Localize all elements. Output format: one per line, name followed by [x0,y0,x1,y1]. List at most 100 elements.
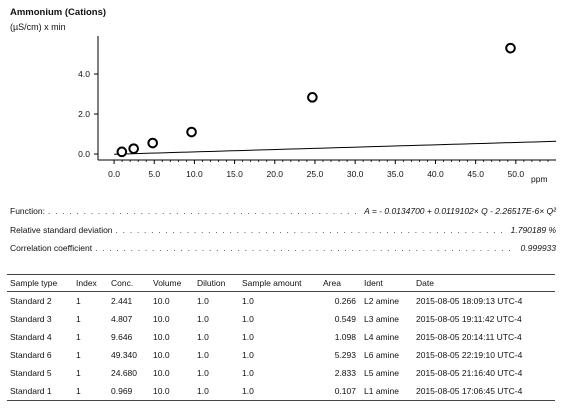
x-tick-label: 5.0 [148,169,160,179]
date-cell: 2015-08-05 17:06:45 UTC-4 [413,382,555,401]
column-header: Date [413,274,555,292]
rsd-value: 1.790189 % [510,225,556,235]
results-table: Sample type Index Conc. Volume Dilution … [7,274,555,401]
sample-type-cell: Standard 5 [10,368,52,378]
sample-amount-cell: 1.0 [242,314,254,324]
data-point [116,146,128,158]
table-row: Standard 5 1 24.680 10.0 1.0 1.0 2.833 L… [7,364,555,382]
x-axis-label: ppm [531,174,548,184]
x-tick-label: 30.0 [347,169,364,179]
sample-amount-cell: 1.0 [242,296,254,306]
function-value: A = - 0.0134700 + 0.0119102× Q - 2.26517… [364,206,556,216]
column-header: Sample amount [239,274,320,292]
sample-amount-cell: 1.0 [242,350,254,360]
ident-cell: L6 amine [364,350,399,360]
x-tick-label: 20.0 [266,169,283,179]
rsd-label: Relative standard deviation [10,225,113,235]
sample-type-cell: Standard 4 [10,332,52,342]
volume-cell: 10.0 [153,296,170,306]
leader-dots: . . . . . . . . . . . . . . . . . . . . … [95,243,514,253]
dilution-cell: 1.0 [197,332,209,342]
y-tick-labels: 0.0 2.0 4.0 [78,69,90,159]
leader-dots: . . . . . . . . . . . . . . . . . . . . … [47,206,358,216]
x-tick-label: 45.0 [467,169,484,179]
fit-curve [114,140,557,155]
correlation-value: 0.999933 [520,243,556,253]
sample-amount-cell: 1.0 [239,382,320,401]
conc-cell: 49.340 [111,350,137,360]
x-tick-marks [113,160,549,164]
volume-cell: 10.0 [153,314,170,324]
conc-cell: 0.969 [108,382,150,401]
data-point [186,126,197,138]
conc-cell: 9.646 [111,332,133,342]
table-row: Standard 6 1 49.340 10.0 1.0 1.0 5.293 L… [7,346,555,364]
data-point [505,42,516,54]
column-header: Index [73,274,108,292]
column-header: Dilution [194,274,239,292]
ident-cell: L2 amine [364,296,399,306]
volume-cell: 10.0 [153,368,170,378]
date-cell: 2015-08-05 19:11:42 UTC-4 [416,314,522,324]
y-tick-label: 4.0 [78,69,90,79]
data-point [147,137,158,149]
rsd-row: Relative standard deviation . . . . . . … [10,223,556,237]
sample-type-cell: Standard 3 [10,314,52,324]
column-header: Conc. [108,274,150,292]
x-tick-label: 35.0 [387,169,404,179]
x-tick-label: 0.0 [108,169,120,179]
table-row: Standard 3 1 4.807 10.0 1.0 1.0 0.549 L3… [7,310,555,328]
x-tick-label: 25.0 [307,169,324,179]
x-tick-label: 10.0 [186,169,203,179]
x-tick-label: 15.0 [226,169,243,179]
ident-cell: L3 amine [364,314,399,324]
chart-title: Ammonium (Cations) [10,7,106,18]
function-label: Function: [10,206,45,216]
dilution-cell: 1.0 [197,314,209,324]
x-tick-label: 40.0 [427,169,444,179]
conc-cell: 2.441 [111,296,133,306]
date-cell: 2015-08-05 21:16:40 UTC-4 [416,368,523,378]
data-point [307,92,318,103]
data-points [116,42,516,158]
data-point [128,143,139,154]
x-tick-labels: 0.0 5.0 10.0 15.0 20.0 25.0 30.0 35.0 40.0 45.0 50… [108,169,524,179]
index-cell: 1 [73,382,108,401]
table-row: Standard 1 1 0.969 10.0 1.0 1.0 0.107 L1… [7,382,555,401]
dilution-cell: 1.0 [197,296,209,306]
dilution-cell: 1.0 [197,368,209,378]
volume-cell: 10.0 [150,382,194,401]
area-cell: 0.107 [320,382,361,401]
sample-amount-cell: 1.0 [242,368,254,378]
sample-type-cell: Standard 2 [10,296,52,306]
ident-cell: L1 amine [361,382,413,401]
date-cell: 2015-08-05 20:14:11 UTC-4 [416,332,522,342]
sample-amount-cell: 1.0 [242,332,254,342]
date-cell: 2015-08-05 18:09:13 UTC-4 [416,296,523,306]
date-cell: 2015-08-05 22:19:10 UTC-4 [416,350,523,360]
correlation-row: Correlation coefficient . . . . . . . . … [10,241,556,255]
dilution-cell: 1.0 [194,382,239,401]
index-cell: 1 [76,350,81,360]
column-header: Area [320,274,361,292]
calibration-chart: Ammonium (Cations) (µS/cm) x min 0.0 2.0 4… [10,7,557,184]
conc-cell: 24.680 [111,368,137,378]
index-cell: 1 [76,368,81,378]
dilution-cell: 1.0 [197,350,209,360]
index-cell: 1 [76,296,81,306]
ident-cell: L4 amine [364,332,399,342]
column-header: Sample type [7,274,73,292]
y-tick-marks [94,73,98,155]
area-cell: 0.266 [334,296,356,306]
area-cell: 5.293 [334,350,356,360]
area-cell: 1.098 [334,332,356,342]
table-row: Standard 2 1 2.441 10.0 1.0 1.0 0.266 L2… [7,292,555,311]
sample-type-cell: Standard 1 [7,382,73,401]
sample-type-cell: Standard 6 [10,350,52,360]
conc-cell: 4.807 [111,314,133,324]
x-tick-label: 50.0 [508,169,525,179]
volume-cell: 10.0 [153,332,170,342]
function-row: Function: . . . . . . . . . . . . . . . … [10,204,556,218]
ident-cell: L5 amine [364,368,399,378]
correlation-label: Correlation coefficient [10,243,93,253]
